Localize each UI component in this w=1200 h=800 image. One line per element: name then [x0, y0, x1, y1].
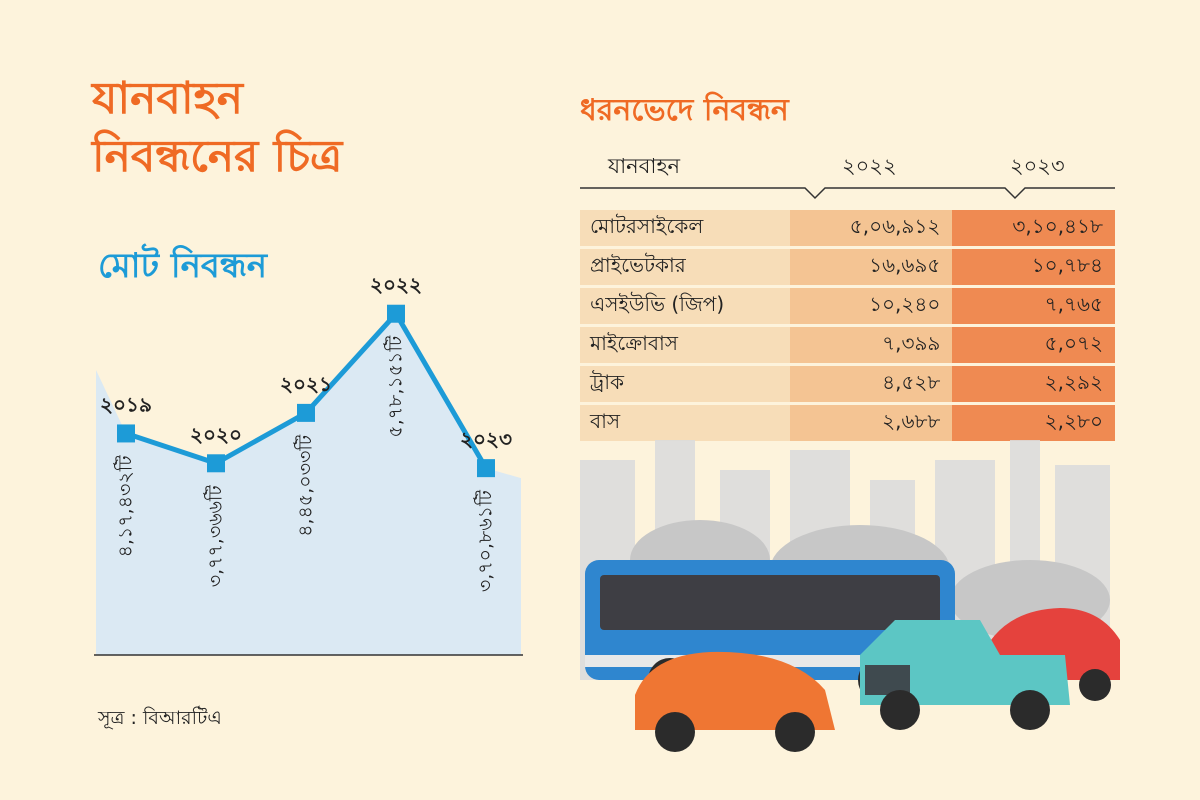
value-label: ৪,১৭,৪৩২টি: [114, 455, 137, 558]
infographic-title: যানবাহন নিবন্ধনের চিত্র: [92, 70, 342, 186]
vehicle-name-cell: মোটরসাইকেল: [580, 210, 790, 249]
table-row: মোটরসাইকেল ৫,০৬,৯১২ ৩,১০,৪১৮: [580, 210, 1115, 249]
year-label: ২০২১: [280, 372, 332, 396]
pickup-truck-icon: [860, 620, 1070, 730]
value-label: ৪,৪৫,০৩৩টি: [294, 434, 317, 537]
header-year-2023: ২০২৩: [1010, 154, 1065, 178]
value-2023-cell: ১০,৭৮৪: [952, 247, 1115, 288]
value-label: ৩,৭৭,৩৬৬টি: [204, 485, 227, 588]
value-2023-cell: ৫,০৭২: [952, 325, 1115, 366]
data-point-marker: [207, 454, 225, 473]
source-note: সূত্র : বিআরটিএ: [98, 707, 222, 729]
value-2022-cell: ৫,০৬,৯১২: [789, 210, 953, 249]
value-2022-cell: ১৬,৬৯৫: [789, 247, 953, 288]
data-point-marker: [387, 304, 405, 323]
total-registration-line-chart: ২০১৯ ৪,১৭,৪৩২টি ২০২০ ৩,৭৭,৩৬৬টি ২০২১ ৪,৪৫,০৩৩…: [94, 273, 523, 656]
value-2022-cell: ৭,৩৯৯: [789, 325, 953, 366]
vehicle-name-cell: বাস: [580, 403, 790, 444]
value-2023-cell: ২,২৯২: [952, 364, 1115, 405]
year-label: ২০১৯: [100, 392, 152, 416]
header-year-2022: ২০২২: [842, 154, 897, 178]
value-label: ৩,৭০,৮৬১টি: [474, 490, 497, 593]
vehicle-name-cell: প্রাইভেটকার: [580, 247, 790, 288]
value-label: ৫,৭৮,১৫১টি: [384, 335, 407, 438]
area-fill: [96, 313, 521, 655]
city-vehicles-illustration: [580, 440, 1120, 752]
title-line-1: যানবাহন: [92, 73, 243, 124]
value-2022-cell: ১০,২৪০: [789, 286, 953, 327]
table-header: যানবাহন ২০২২ ২০২৩: [580, 150, 1115, 190]
header-vehicle: যানবাহন: [608, 154, 681, 178]
chart-title: মোট নিবন্ধন: [98, 246, 268, 286]
value-2022-cell: ২,৬৮৮: [789, 403, 953, 444]
table-row: মাইক্রোবাস ৭,৩৯৯ ৫,০৭২: [580, 325, 1115, 366]
value-2022-cell: ৪,৫২৮: [789, 364, 953, 405]
data-point-marker: [297, 403, 315, 422]
year-label: ২০২০: [190, 422, 242, 446]
table-row: ট্রাক ৪,৫২৮ ২,২৯২: [580, 364, 1115, 405]
table-row: প্রাইভেটকার ১৬,৬৯৫ ১০,৭৮৪: [580, 247, 1115, 288]
value-2023-cell: ২,২৮০: [952, 403, 1115, 444]
table-title: ধরনভেদে নিবন্ধন: [580, 93, 789, 128]
year-label: ২০২৩: [460, 427, 512, 451]
vehicle-name-cell: মাইক্রোবাস: [580, 325, 790, 366]
value-2023-cell: ৭,৭৬৫: [952, 286, 1115, 327]
vehicle-name-cell: ট্রাক: [580, 364, 790, 405]
table-row: এসইউভি (জিপ) ১০,২৪০ ৭,৭৬৫: [580, 286, 1115, 327]
table-row: বাস ২,৬৮৮ ২,২৮০: [580, 403, 1115, 444]
registration-by-type-table: মোটরসাইকেল ৫,০৬,৯১২ ৩,১০,৪১৮ প্রাইভেটকার ১৬,…: [580, 210, 1115, 444]
orange-car-icon: [635, 651, 835, 752]
vehicle-name-cell: এসইউভি (জিপ): [580, 286, 790, 327]
header-rule: [580, 187, 1115, 200]
value-2023-cell: ৩,১০,৪১৮: [952, 210, 1115, 249]
data-point-marker: [477, 459, 495, 478]
data-point-marker: [117, 424, 135, 443]
year-label: ২০২২: [370, 273, 422, 297]
title-line-2: নিবন্ধনের চিত্র: [92, 131, 343, 182]
